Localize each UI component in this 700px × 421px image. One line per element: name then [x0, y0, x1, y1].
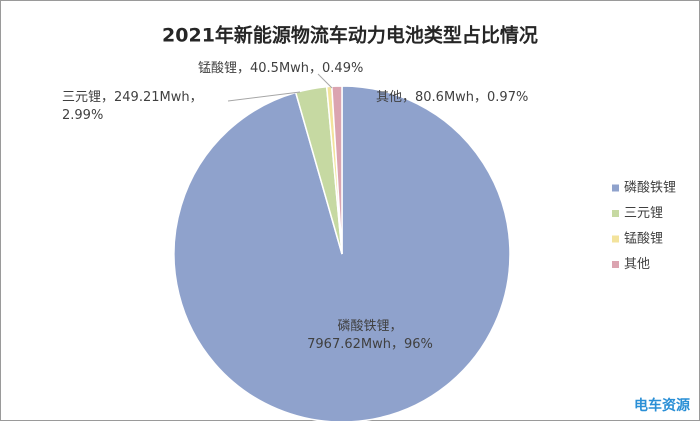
data-label-line: 7967.62Mwh，96%	[307, 337, 433, 352]
data-label-line: 锰酸锂，40.5Mwh，0.49%	[198, 61, 363, 76]
legend-swatch	[612, 210, 619, 217]
legend-label: 锰酸锂	[624, 232, 663, 247]
watermark: 电车资源	[634, 397, 690, 414]
data-label: 三元锂，249.21Mwh， 2.99%	[62, 90, 203, 123]
data-label: 锰酸锂，40.5Mwh，0.49%	[198, 61, 363, 76]
data-label-line: 磷酸铁锂，	[337, 319, 402, 334]
data-label: 其他，80.6Mwh，0.97%	[376, 90, 528, 105]
legend-swatch	[612, 261, 619, 268]
pie-slice	[331, 85, 343, 255]
data-label-line: 2.99%	[62, 108, 103, 123]
data-label-line: 其他，80.6Mwh，0.97%	[376, 90, 528, 105]
legend-swatch	[612, 235, 619, 243]
chart-title: 2021年新能源物流车动力电池类型占比情况	[162, 24, 538, 47]
legend-label: 其他	[624, 257, 650, 272]
leader-line	[317, 73, 333, 89]
legend-label: 三元锂	[624, 206, 663, 221]
data-label-line: 三元锂，249.21Mwh，	[62, 90, 203, 105]
legend-label: 磷酸铁锂	[624, 181, 676, 196]
data-label: 磷酸铁锂， 7967.62Mwh，96%	[307, 319, 433, 352]
leader-line	[227, 91, 301, 102]
pie-slice	[173, 85, 511, 421]
legend-swatch	[612, 184, 619, 192]
